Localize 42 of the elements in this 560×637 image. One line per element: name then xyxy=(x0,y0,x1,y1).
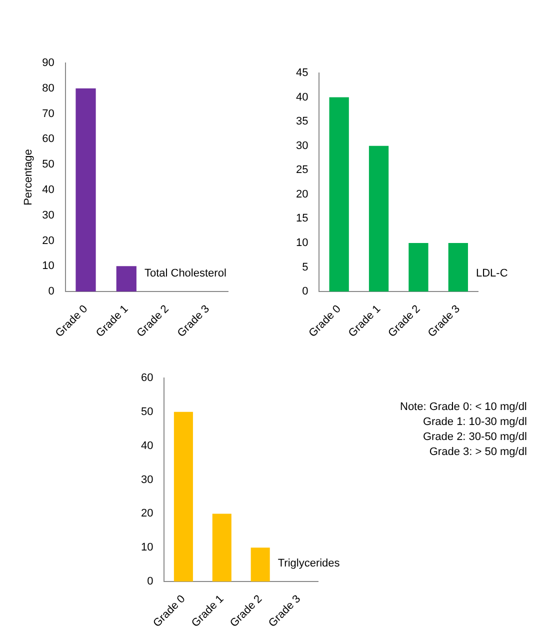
y-tick-label: 20 xyxy=(296,188,308,200)
y-tick-label: 40 xyxy=(140,440,154,452)
bar xyxy=(250,548,270,582)
y-axis-title: Percentage xyxy=(22,149,35,206)
y-tick-label: 40 xyxy=(42,184,54,196)
bar xyxy=(408,242,428,292)
y-tick-label: 5 xyxy=(302,261,308,274)
y-tick-label: 60 xyxy=(140,372,154,384)
text: Grade 3: > 50 mg/dl xyxy=(428,445,527,460)
y-tick-label: 30 xyxy=(140,474,154,486)
y-tick-label: 10 xyxy=(140,542,154,554)
y-tick-label: 0 xyxy=(147,576,154,588)
y-tick-label: 35 xyxy=(296,116,308,128)
y-tick-label: 50 xyxy=(140,406,154,418)
y-tick-label: 90 xyxy=(42,57,54,70)
y-tick-label: 0 xyxy=(302,286,308,298)
y-tick-label: 20 xyxy=(42,234,54,247)
bar xyxy=(329,97,349,292)
y-tick-label: 60 xyxy=(42,133,54,146)
bar xyxy=(368,146,389,292)
y-tick-label: 0 xyxy=(48,286,54,298)
y-tick-label: 40 xyxy=(296,91,308,104)
y-tick-label: 15 xyxy=(296,212,308,225)
y-tick-label: 70 xyxy=(42,108,54,120)
y-tick-label: 25 xyxy=(296,164,308,176)
text: Grade 2: 30-50 mg/dl xyxy=(422,430,527,445)
text: Grade 1: 10-30 mg/dl xyxy=(422,415,527,430)
y-tick-label: 30 xyxy=(296,140,308,152)
y-tick-label: 20 xyxy=(140,508,154,520)
y-tick-label: 10 xyxy=(296,237,308,250)
bar xyxy=(174,412,193,582)
series-label: Total Cholesterol xyxy=(144,268,226,280)
bar xyxy=(212,514,232,582)
series-label: LDL-C xyxy=(476,268,508,280)
text: Note: Grade 0: < 10 mg/dl xyxy=(400,400,527,415)
y-tick-label: 50 xyxy=(42,158,54,171)
y-tick-label: 80 xyxy=(42,82,54,94)
y-tick-label: 30 xyxy=(42,209,54,222)
y-tick-label: 10 xyxy=(42,260,54,272)
y-tick-label: 45 xyxy=(296,67,308,80)
bar xyxy=(448,242,468,292)
series-label: Triglycerides xyxy=(278,558,340,570)
